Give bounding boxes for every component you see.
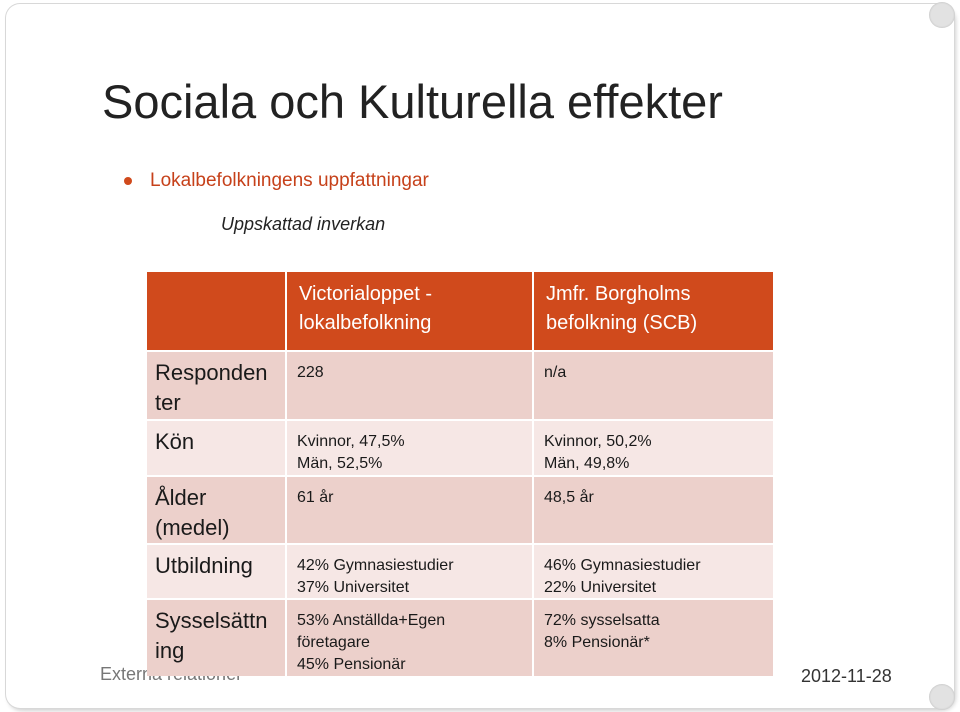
table-header-victorialoppet-text: lokalbefolkning — [299, 312, 432, 334]
table-caption: Uppskattad inverkan — [221, 214, 386, 234]
table-cell-borgholm-sysselsattning-text: 72% sysselsatta — [544, 612, 660, 629]
table-row-label-kon-text: Kön — [155, 429, 195, 454]
table-header-victorialoppet: Victorialoppet - lokalbefolkning — [287, 272, 532, 350]
table-row-label-alder-text: (medel) — [155, 515, 230, 540]
table-header-borgholm-text: befolkning (SCB) — [546, 312, 698, 334]
table-row-label-respondenter-text: Responden — [155, 360, 268, 385]
table-cell-borgholm-alder-text: 48,5 år — [544, 489, 594, 506]
table-cell-victorialoppet-kon-text: Män, 52,5% — [297, 455, 383, 472]
table-cell-victorialoppet-sysselsattning-text: 53% Anställda+Egen — [297, 612, 446, 629]
table-cell-borgholm-utbildning: 46% Gymnasiestudier 22% Universitet — [534, 545, 773, 598]
table-row-label-respondenter-text: ter — [155, 390, 181, 415]
table-row-label-utbildning-text: Utbildning — [155, 553, 253, 578]
table-row-label-sysselsattning-text: Sysselsättn — [155, 608, 268, 633]
table-cell-victorialoppet-alder: 61 år — [287, 477, 532, 543]
table-cell-borgholm-respondenter-text: n/a — [544, 364, 567, 381]
table-cell-borgholm-respondenter: n/a — [534, 352, 773, 419]
table-row-label-alder: Ålder (medel) — [147, 477, 285, 543]
bullet-dot-icon — [124, 177, 132, 185]
table-row-label-alder-text: Ålder — [155, 485, 207, 510]
table-cell-victorialoppet-sysselsattning: 53% Anställda+Egen företagare 45% Pensionä… — [287, 600, 532, 676]
corner-dot-bottom — [929, 684, 955, 710]
slide-title: Sociala och Kulturella effekter — [102, 75, 723, 128]
table-header-borgholm: Jmfr. Borgholms befolkning (SCB) — [534, 272, 773, 350]
table-cell-borgholm-sysselsattning: 72% sysselsatta 8% Pensionär* — [534, 600, 773, 676]
table-row-label-sysselsattning-text: ing — [155, 638, 185, 663]
table-cell-borgholm-kon-text: Män, 49,8% — [544, 455, 630, 472]
table-cell-borgholm-sysselsattning-text: 8% Pensionär* — [544, 634, 650, 651]
table-cell-victorialoppet-respondenter-text: 228 — [297, 364, 324, 381]
table-cell-victorialoppet-kon: Kvinnor, 47,5% Män, 52,5% — [287, 421, 532, 475]
table-cell-borgholm-alder: 48,5 år — [534, 477, 773, 543]
table-row-label-respondenter: Responden ter — [147, 352, 285, 419]
table-cell-borgholm-utbildning-text: 22% Universitet — [544, 579, 657, 596]
table-cell-borgholm-kon: Kvinnor, 50,2% Män, 49,8% — [534, 421, 773, 475]
footer-date: 2012-11-28 — [801, 666, 892, 686]
table-cell-victorialoppet-kon-text: Kvinnor, 47,5% — [297, 433, 405, 450]
table-cell-victorialoppet-utbildning-text: 37% Universitet — [297, 579, 410, 596]
table-cell-borgholm-kon-text: Kvinnor, 50,2% — [544, 433, 652, 450]
table-row-label-kon: Kön — [147, 421, 285, 475]
table-cell-victorialoppet-utbildning: 42% Gymnasiestudier 37% Universitet — [287, 545, 532, 598]
table-cell-victorialoppet-sysselsattning-text: 45% Pensionär — [297, 656, 406, 673]
table-header-empty — [147, 272, 285, 350]
table-header-borgholm-text: Jmfr. Borgholms — [546, 283, 691, 305]
table-row-label-sysselsattning: Sysselsättn ing — [147, 600, 285, 676]
bullet-item: Lokalbefolkningens uppfattningar — [124, 170, 429, 192]
table-cell-victorialoppet-respondenter: 228 — [287, 352, 532, 419]
table-cell-victorialoppet-utbildning-text: 42% Gymnasiestudier — [297, 557, 454, 574]
table-cell-victorialoppet-sysselsattning-text: företagare — [297, 634, 370, 651]
table-cell-victorialoppet-alder-text: 61 år — [297, 489, 334, 506]
corner-dot-top — [929, 2, 955, 28]
table-cell-borgholm-utbildning-text: 46% Gymnasiestudier — [544, 557, 701, 574]
table-row-label-utbildning: Utbildning — [147, 545, 285, 598]
table-header-victorialoppet-text: Victorialoppet - — [299, 283, 433, 305]
bullet-text: Lokalbefolkningens uppfattningar — [150, 170, 429, 191]
